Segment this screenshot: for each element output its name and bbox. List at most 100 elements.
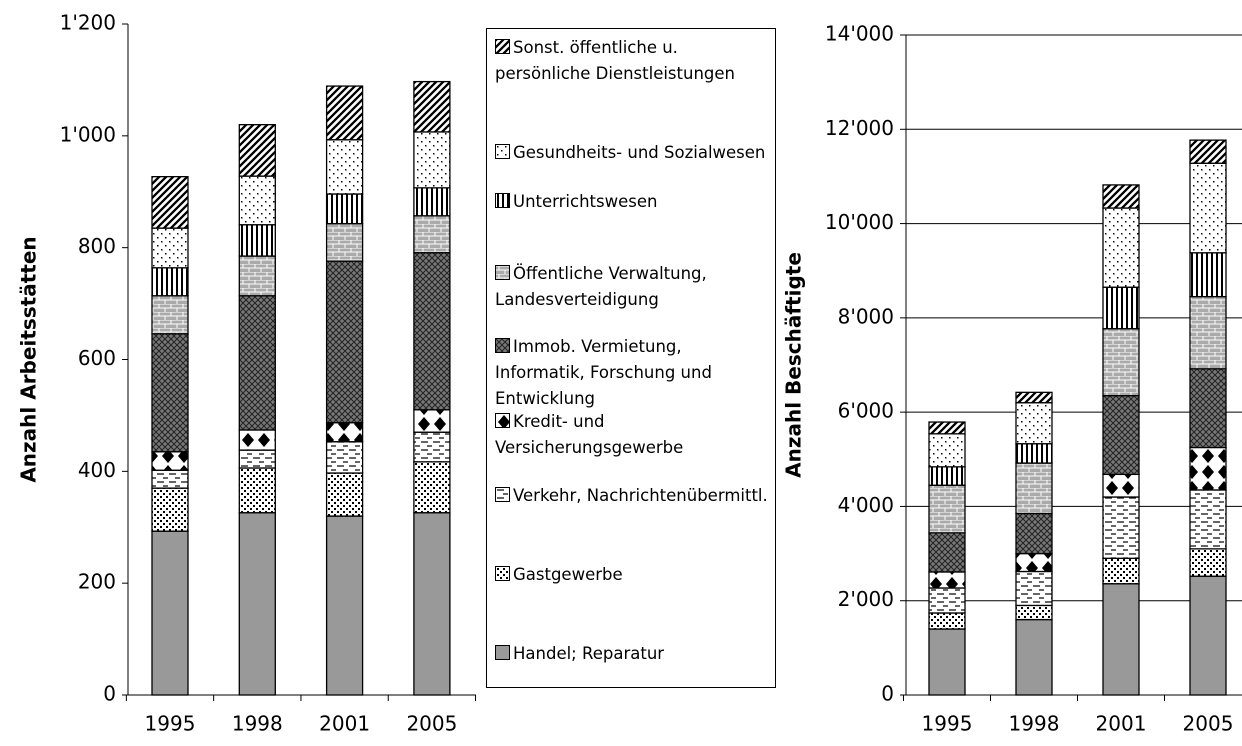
legend-swatch-fill bbox=[496, 339, 509, 352]
y-axis-title: Anzahl Beschäftigte bbox=[782, 252, 806, 478]
legend-swatch-fill bbox=[496, 488, 509, 501]
bar-segment bbox=[1102, 184, 1140, 209]
legend-swatch bbox=[495, 39, 510, 54]
bar-segment bbox=[1015, 443, 1053, 464]
bar-segment bbox=[238, 255, 276, 297]
bar-segment bbox=[1015, 570, 1053, 607]
x-tick-label: 1995 bbox=[145, 712, 196, 736]
bar-segment bbox=[928, 532, 966, 573]
legend-label: Handel; Reparatur bbox=[513, 644, 665, 663]
bar-segment bbox=[1015, 512, 1053, 555]
legend-label: Gesundheits- und Sozialwesen bbox=[513, 143, 766, 162]
bar-segment bbox=[413, 409, 451, 433]
legend: Handel; Reparatur Gastgewerbe Verkehr, Nac… bbox=[486, 28, 776, 688]
x-tick-label: 1995 bbox=[922, 712, 973, 736]
bar-segment bbox=[1189, 252, 1227, 298]
legend-label: Sonst. öffentliche u. persönliche Dienst… bbox=[495, 38, 735, 83]
bar-segment bbox=[1015, 391, 1053, 404]
bar-segment bbox=[1102, 583, 1140, 696]
bar-segment bbox=[1189, 295, 1227, 370]
bar-segment bbox=[151, 267, 189, 297]
bar-segment bbox=[928, 571, 966, 589]
bar-segment bbox=[151, 530, 189, 696]
bar-segment bbox=[413, 80, 451, 133]
bar-segment bbox=[238, 449, 276, 469]
bar-segment bbox=[151, 469, 189, 489]
legend-swatch-fill bbox=[496, 194, 509, 207]
bar-segment bbox=[1102, 496, 1140, 559]
bar-segment bbox=[928, 612, 966, 630]
x-tick-label: 1998 bbox=[1009, 712, 1060, 736]
legend-swatch bbox=[495, 645, 510, 660]
bar-segment bbox=[151, 451, 189, 471]
bar-segment bbox=[1015, 604, 1053, 621]
bar-segment bbox=[928, 466, 966, 486]
x-tick-label: 2001 bbox=[319, 712, 370, 736]
y-tick-label: 4'000 bbox=[838, 493, 894, 517]
legend-entry: Öffentliche Verwaltung, Landesverteidigu… bbox=[495, 261, 775, 313]
bar-segment bbox=[238, 295, 276, 431]
bar-segment bbox=[413, 252, 451, 411]
bar-segment bbox=[413, 215, 451, 254]
bar-segment bbox=[413, 187, 451, 217]
bar-segment bbox=[413, 131, 451, 189]
bar-segment bbox=[325, 472, 364, 517]
y-tick-label: 14'000 bbox=[825, 22, 894, 46]
legend-label: Unterrichtswesen bbox=[513, 192, 658, 211]
bar-segment bbox=[238, 224, 276, 257]
x-tick-label: 1998 bbox=[232, 712, 283, 736]
y-tick-label: 1'200 bbox=[60, 11, 116, 35]
bar-segment bbox=[325, 260, 364, 424]
bar-segment bbox=[1189, 575, 1227, 696]
bar-segment bbox=[151, 227, 189, 269]
bar-segment bbox=[1102, 557, 1140, 585]
bar-segment bbox=[1102, 286, 1140, 330]
bar-segment bbox=[1102, 473, 1140, 498]
bar-segment bbox=[325, 515, 364, 696]
bar-segment bbox=[151, 487, 189, 532]
y-tick-label: 12'000 bbox=[825, 116, 894, 140]
y-tick-label: 400 bbox=[78, 458, 116, 482]
bar-segment bbox=[1015, 402, 1053, 445]
bar-segment bbox=[1015, 462, 1053, 515]
y-tick-label: 10'000 bbox=[825, 210, 894, 234]
legend-swatch bbox=[495, 413, 510, 428]
bar-segment bbox=[151, 176, 189, 229]
legend-entry: Unterrichtswesen bbox=[495, 189, 775, 215]
legend-swatch-fill bbox=[496, 40, 509, 53]
legend-entry: Kredit- und Versicherungsgewerbe bbox=[495, 409, 775, 461]
y-tick-label: 6'000 bbox=[838, 399, 894, 423]
bar-segment bbox=[413, 512, 451, 696]
bar-segment bbox=[1015, 618, 1053, 696]
bar-segment bbox=[151, 333, 189, 453]
legend-entry: Immob. Vermietung, Informatik, Forschung… bbox=[495, 334, 775, 412]
y-axis-title: Anzahl Arbeitsstätten bbox=[17, 236, 41, 482]
legend-label: Öffentliche Verwaltung, Landesverteidigu… bbox=[495, 264, 707, 309]
bar-segment bbox=[238, 429, 276, 451]
legend-entry: Verkehr, Nachrichtenübermittl. bbox=[495, 483, 775, 509]
bar-segment bbox=[238, 467, 276, 514]
y-tick-label: 200 bbox=[78, 570, 116, 594]
legend-swatch-fill bbox=[496, 145, 509, 158]
legend-swatch bbox=[495, 265, 510, 280]
bar-segment bbox=[413, 461, 451, 514]
legend-entry: Sonst. öffentliche u. persönliche Dienst… bbox=[495, 35, 775, 87]
bar-segment bbox=[1189, 139, 1227, 164]
bar-segment bbox=[1189, 548, 1227, 577]
bar-segment bbox=[325, 139, 364, 195]
legend-swatch bbox=[495, 144, 510, 159]
legend-entry: Gastgewerbe bbox=[495, 562, 775, 588]
legend-swatch-fill bbox=[496, 266, 509, 279]
legend-entry: Handel; Reparatur bbox=[495, 641, 775, 667]
bar-segment bbox=[1102, 394, 1140, 476]
bar-segment bbox=[325, 85, 364, 141]
bar-segment bbox=[1189, 368, 1227, 449]
bar-segment bbox=[1102, 207, 1140, 288]
y-tick-label: 1'000 bbox=[60, 122, 116, 146]
bar-segment bbox=[325, 441, 364, 474]
bar-segment bbox=[928, 587, 966, 614]
y-tick-label: 800 bbox=[78, 234, 116, 258]
bar-segment bbox=[325, 422, 364, 443]
